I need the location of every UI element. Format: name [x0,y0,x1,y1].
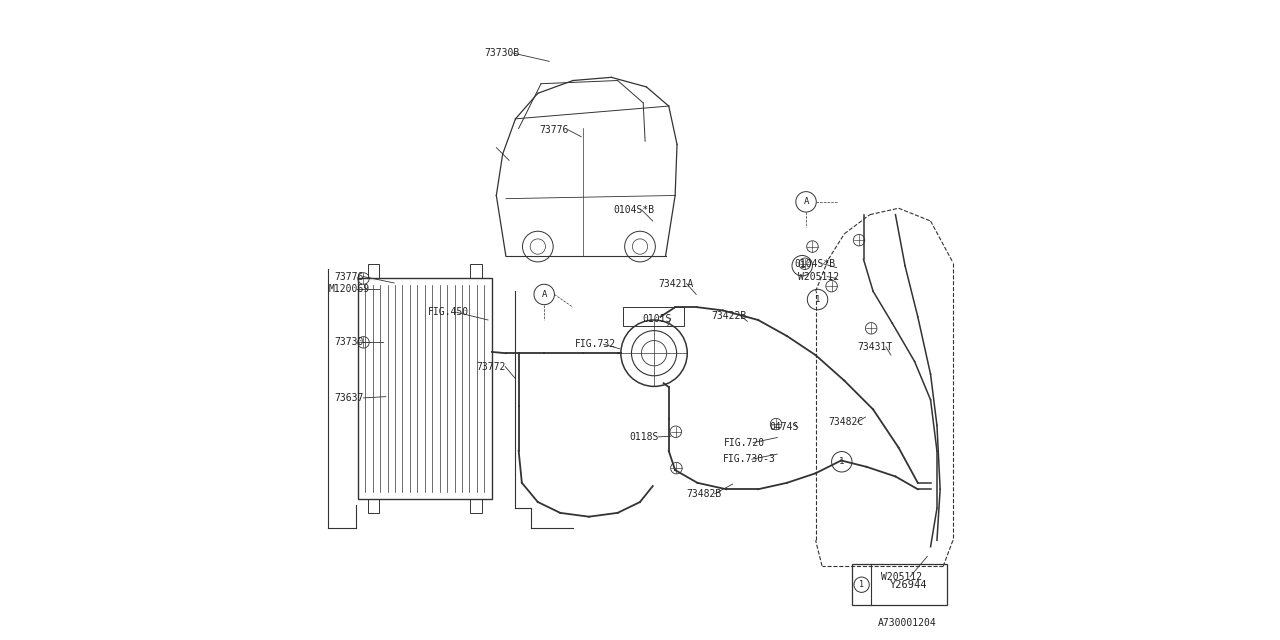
Text: 73422B: 73422B [712,310,746,321]
Text: 0101S: 0101S [641,314,671,324]
Text: 73431T: 73431T [858,342,892,352]
Text: 73637: 73637 [335,393,364,403]
Text: 0104S*B: 0104S*B [613,205,654,215]
Text: FIG.732: FIG.732 [575,339,616,349]
Text: FIG.720: FIG.720 [724,438,765,447]
Text: 73772: 73772 [476,362,506,372]
Text: A730001204: A730001204 [878,618,936,628]
Text: 1: 1 [800,261,805,270]
Text: 73776: 73776 [539,125,568,134]
Text: 73730B: 73730B [484,48,520,58]
Text: 1: 1 [815,295,820,304]
Text: FIG.450: FIG.450 [428,307,468,317]
Text: 73776: 73776 [335,271,364,282]
Text: 73730: 73730 [335,337,364,348]
Text: 73482C: 73482C [828,417,864,427]
Bar [367,264,379,278]
Bar [367,499,379,513]
Text: 1: 1 [859,580,864,589]
Text: 0104S*B: 0104S*B [795,259,836,269]
Text: Y26944: Y26944 [890,580,928,589]
Text: M120069: M120069 [329,284,370,294]
Text: A: A [804,197,809,206]
Bar [623,307,684,326]
Text: 73421A: 73421A [658,278,694,289]
Text: 1: 1 [840,457,845,467]
Text: 0118S: 0118S [630,432,659,442]
Bar [470,499,481,513]
Text: 0474S: 0474S [769,422,799,432]
Text: W205112: W205112 [799,271,840,282]
Text: W205112: W205112 [882,572,923,582]
Bar [470,264,481,278]
Bar [357,278,492,499]
Bar [852,564,946,605]
Text: 73482B: 73482B [686,489,721,499]
Text: A: A [541,290,547,299]
Text: FIG.730-3: FIG.730-3 [723,454,776,464]
